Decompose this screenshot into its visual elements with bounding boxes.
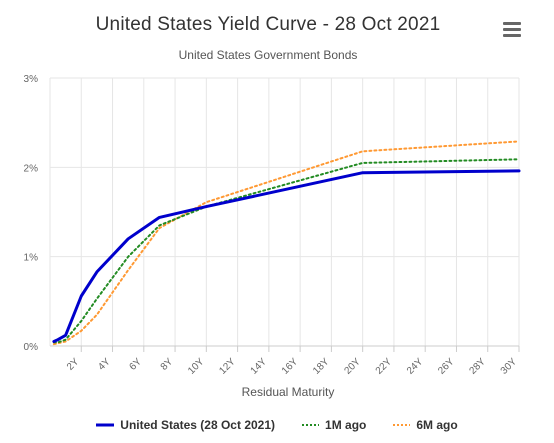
chart-series [52, 140, 521, 346]
legend-swatch-dotted-line [302, 424, 320, 426]
chart-subtitle: United States Government Bonds [178, 48, 358, 62]
series-line-1[interactable] [52, 158, 520, 344]
y-tick-label: 1% [24, 253, 39, 264]
x-tick-label: 16Y [280, 356, 301, 377]
chart-legend: United States (28 Oct 2021) 1M ago 6M ag… [0, 418, 554, 432]
legend-label: 6M ago [416, 418, 458, 432]
legend-item-1m-ago[interactable]: 1M ago [301, 418, 366, 432]
x-tick-label: 22Y [374, 356, 395, 377]
x-tick-label: 26Y [436, 356, 457, 377]
legend-label: 1M ago [325, 418, 367, 432]
x-tick-label: 8Y [159, 356, 176, 373]
chart-axes: 0% 1% 2% 3% 2Y 4Y 6Y 8Y 10Y 12Y 14Y 16Y 18Y 20Y 22Y 24Y… [24, 74, 520, 377]
yield-curve-chart: 0% 1% 2% 3% 2Y 4Y 6Y 8Y 10Y 12Y 14Y 16Y 18Y 20Y 22Y 24Y… [24, 74, 521, 399]
legend-item-6m-ago[interactable]: 6M ago [392, 418, 458, 432]
x-tick-label: 4Y [96, 356, 113, 373]
x-axis-label: Residual Maturity [242, 385, 335, 399]
x-tick-label: 24Y [405, 356, 426, 377]
x-tick-label: 10Y [186, 356, 207, 377]
legend-swatch-dotted-line [393, 424, 411, 426]
legend-item-united-states[interactable]: United States (28 Oct 2021) [96, 418, 275, 432]
x-tick-label: 2Y [65, 356, 82, 373]
legend-swatch-solid-line [96, 423, 115, 427]
y-tick-label: 0% [24, 342, 39, 353]
hamburger-menu-icon[interactable] [503, 22, 521, 38]
legend-label: United States (28 Oct 2021) [120, 418, 276, 432]
x-tick-label: 20Y [342, 356, 363, 377]
y-tick-label: 3% [24, 74, 39, 85]
x-tick-label: 28Y [467, 356, 488, 377]
x-tick-label: 12Y [217, 356, 238, 377]
series-line-2[interactable] [52, 140, 520, 346]
chart-grid [49, 77, 520, 347]
x-tick-label: 18Y [311, 356, 332, 377]
series-line-0[interactable] [52, 169, 521, 343]
y-tick-label: 2% [24, 163, 39, 174]
x-tick-label: 30Y [499, 356, 520, 377]
x-tick-label: 14Y [249, 356, 270, 377]
x-tick-label: 6Y [127, 356, 144, 373]
chart-title: United States Yield Curve - 28 Oct 2021 [95, 14, 441, 35]
